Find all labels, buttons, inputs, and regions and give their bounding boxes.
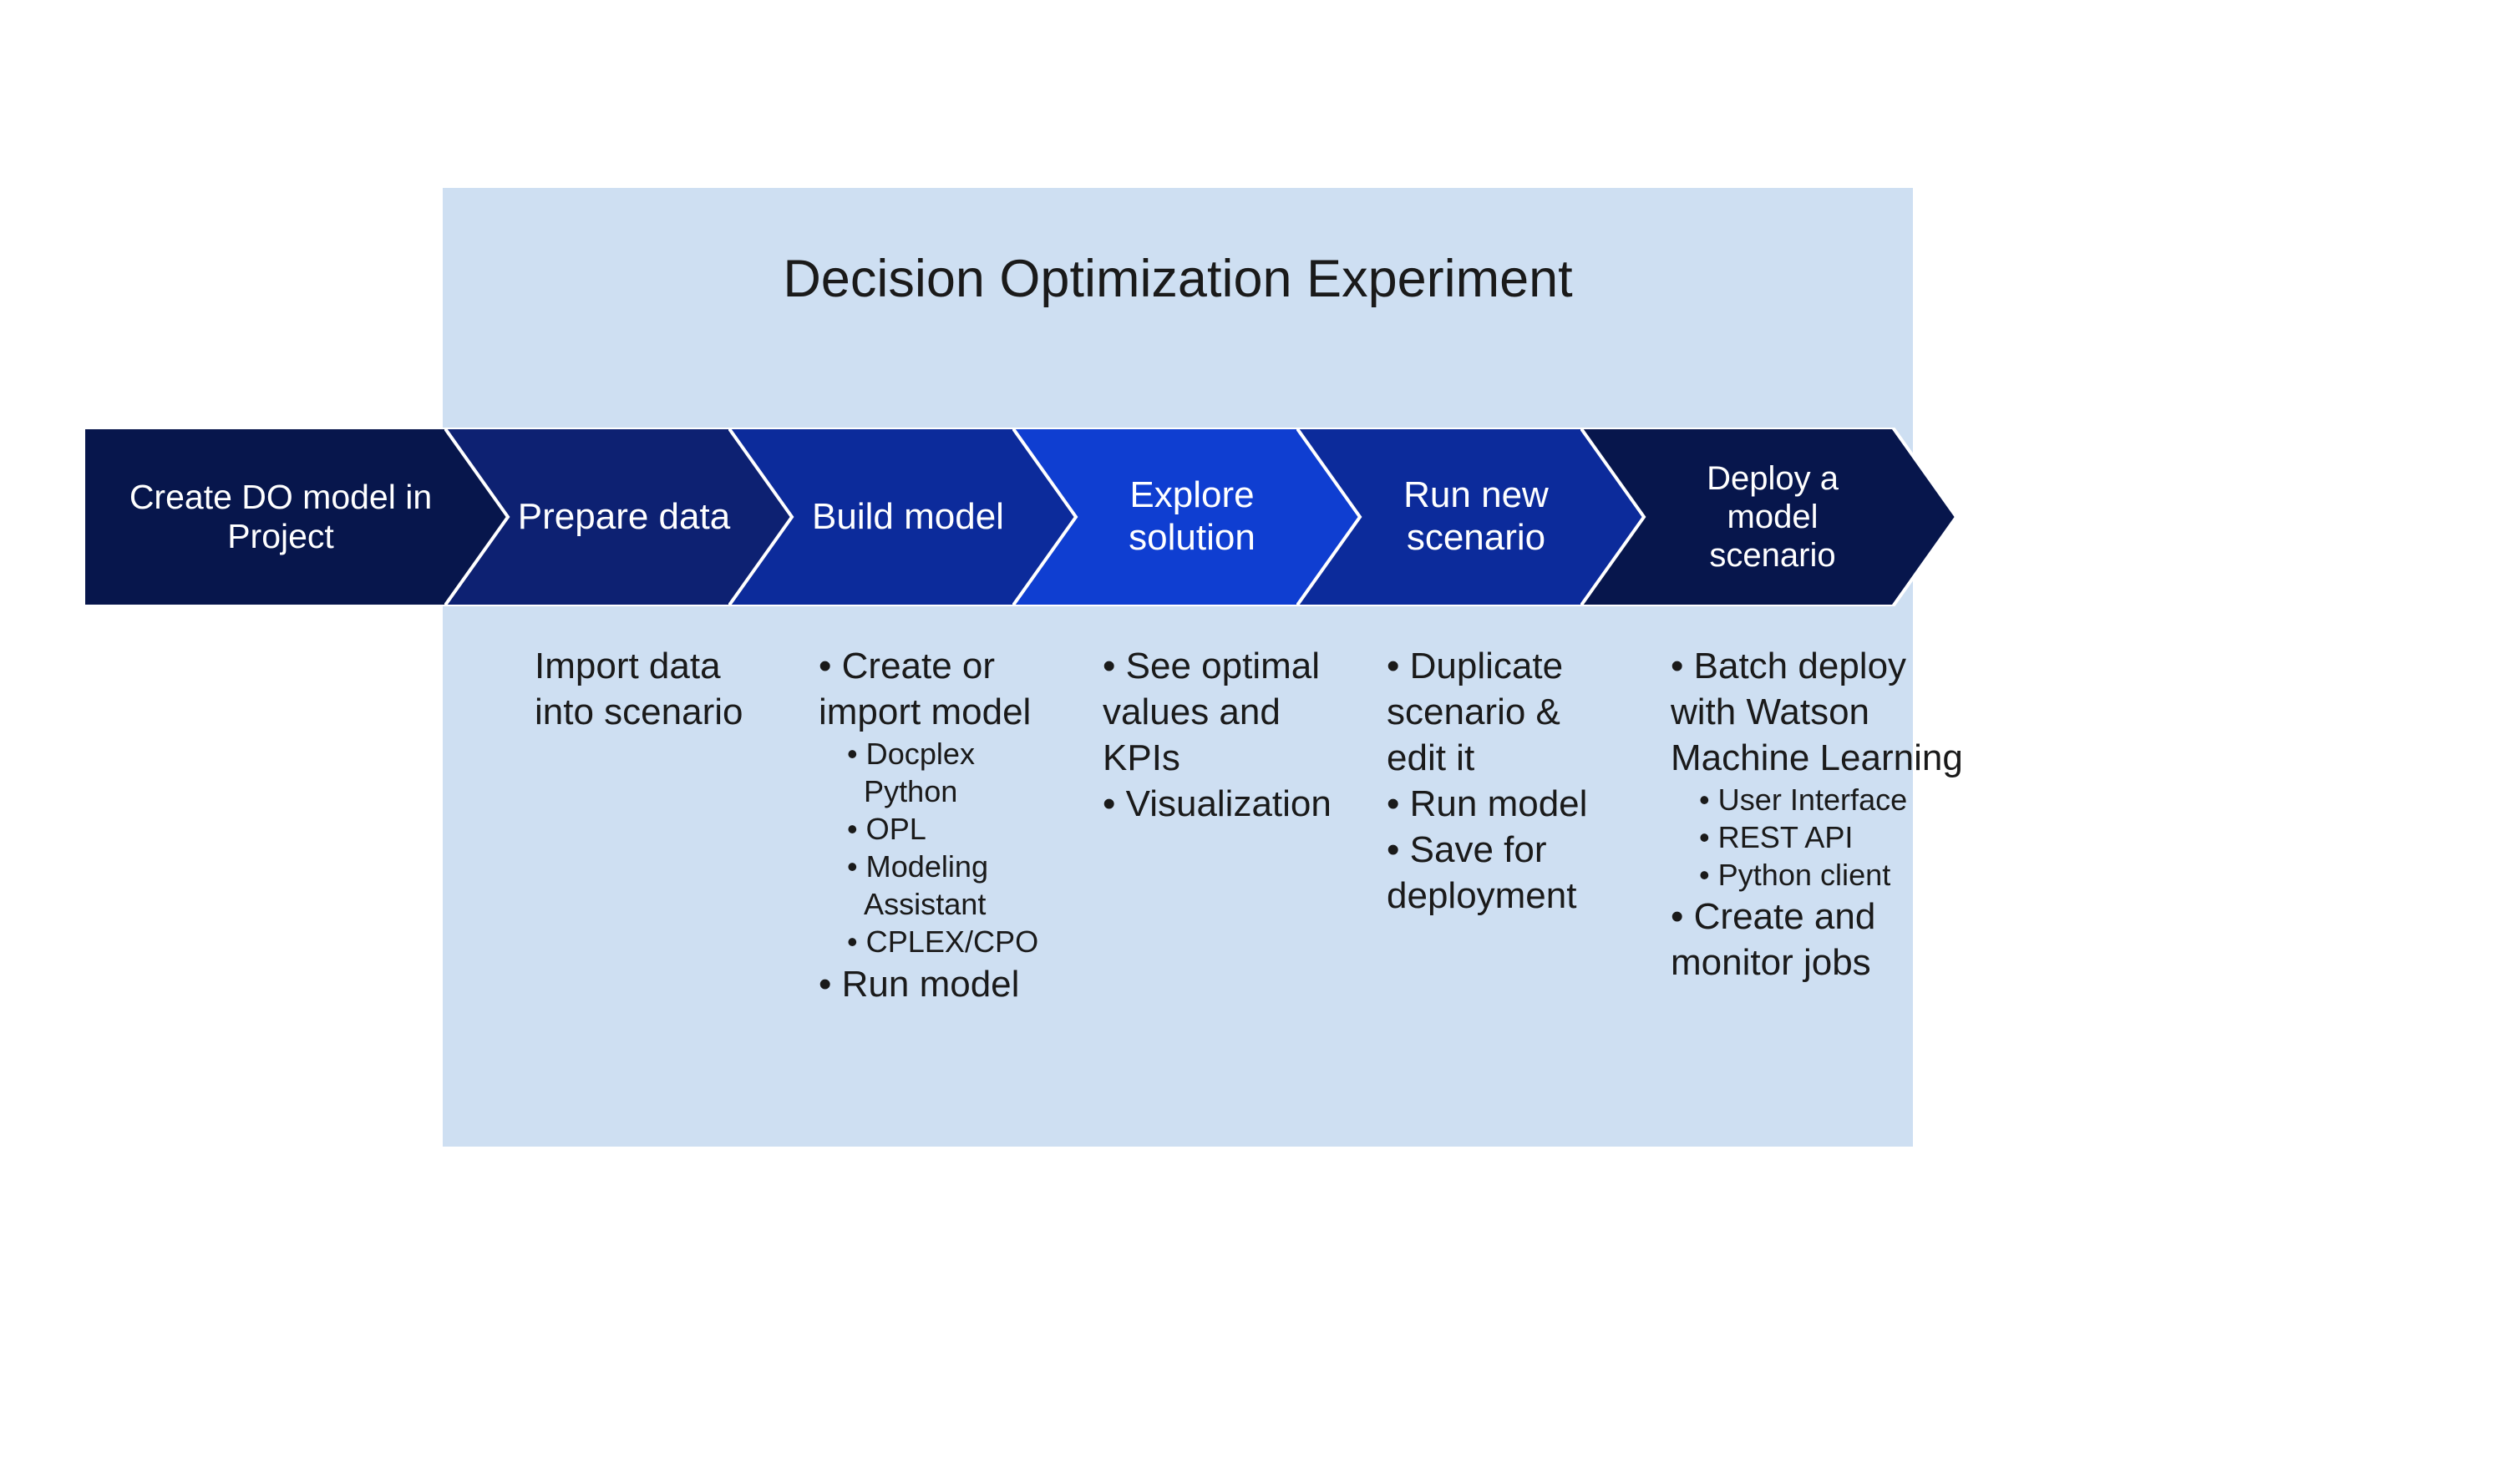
flow-step-label: Run newscenario bbox=[1345, 474, 1599, 559]
flow-step-details-5: • Batch deploywith WatsonMachine Learnin… bbox=[1647, 643, 2023, 1007]
flow-step-label: Build model bbox=[753, 496, 1054, 539]
detail-sub-bullet: • REST API bbox=[1671, 818, 2006, 856]
detail-sub-bullet: • Python client bbox=[1671, 856, 2006, 894]
detail-text: monitor jobs bbox=[1671, 940, 2006, 985]
detail-bullet: • Create and bbox=[1671, 894, 2006, 940]
flow-step-label: Deploy amodelscenario bbox=[1648, 459, 1889, 575]
details-row: Import datainto scenario• Create orimpor… bbox=[511, 643, 2023, 1007]
detail-text: with Watson bbox=[1671, 689, 2006, 735]
chevron-row: Create DO model inProjectPrepare dataBui… bbox=[84, 428, 1956, 606]
detail-bullet: • Batch deploy bbox=[1671, 643, 2006, 689]
flow-step-5: Deploy amodelscenario bbox=[1580, 428, 1956, 606]
detail-sub-bullet: • User Interface bbox=[1671, 781, 2006, 818]
flow-step-label: Exploresolution bbox=[1070, 474, 1306, 559]
flow-step-label: Prepare data bbox=[459, 496, 780, 539]
detail-text: Machine Learning bbox=[1671, 735, 2006, 781]
diagram-title: Decision Optimization Experiment bbox=[443, 249, 1913, 309]
flow-step-label: Create DO model inProject bbox=[113, 478, 482, 556]
